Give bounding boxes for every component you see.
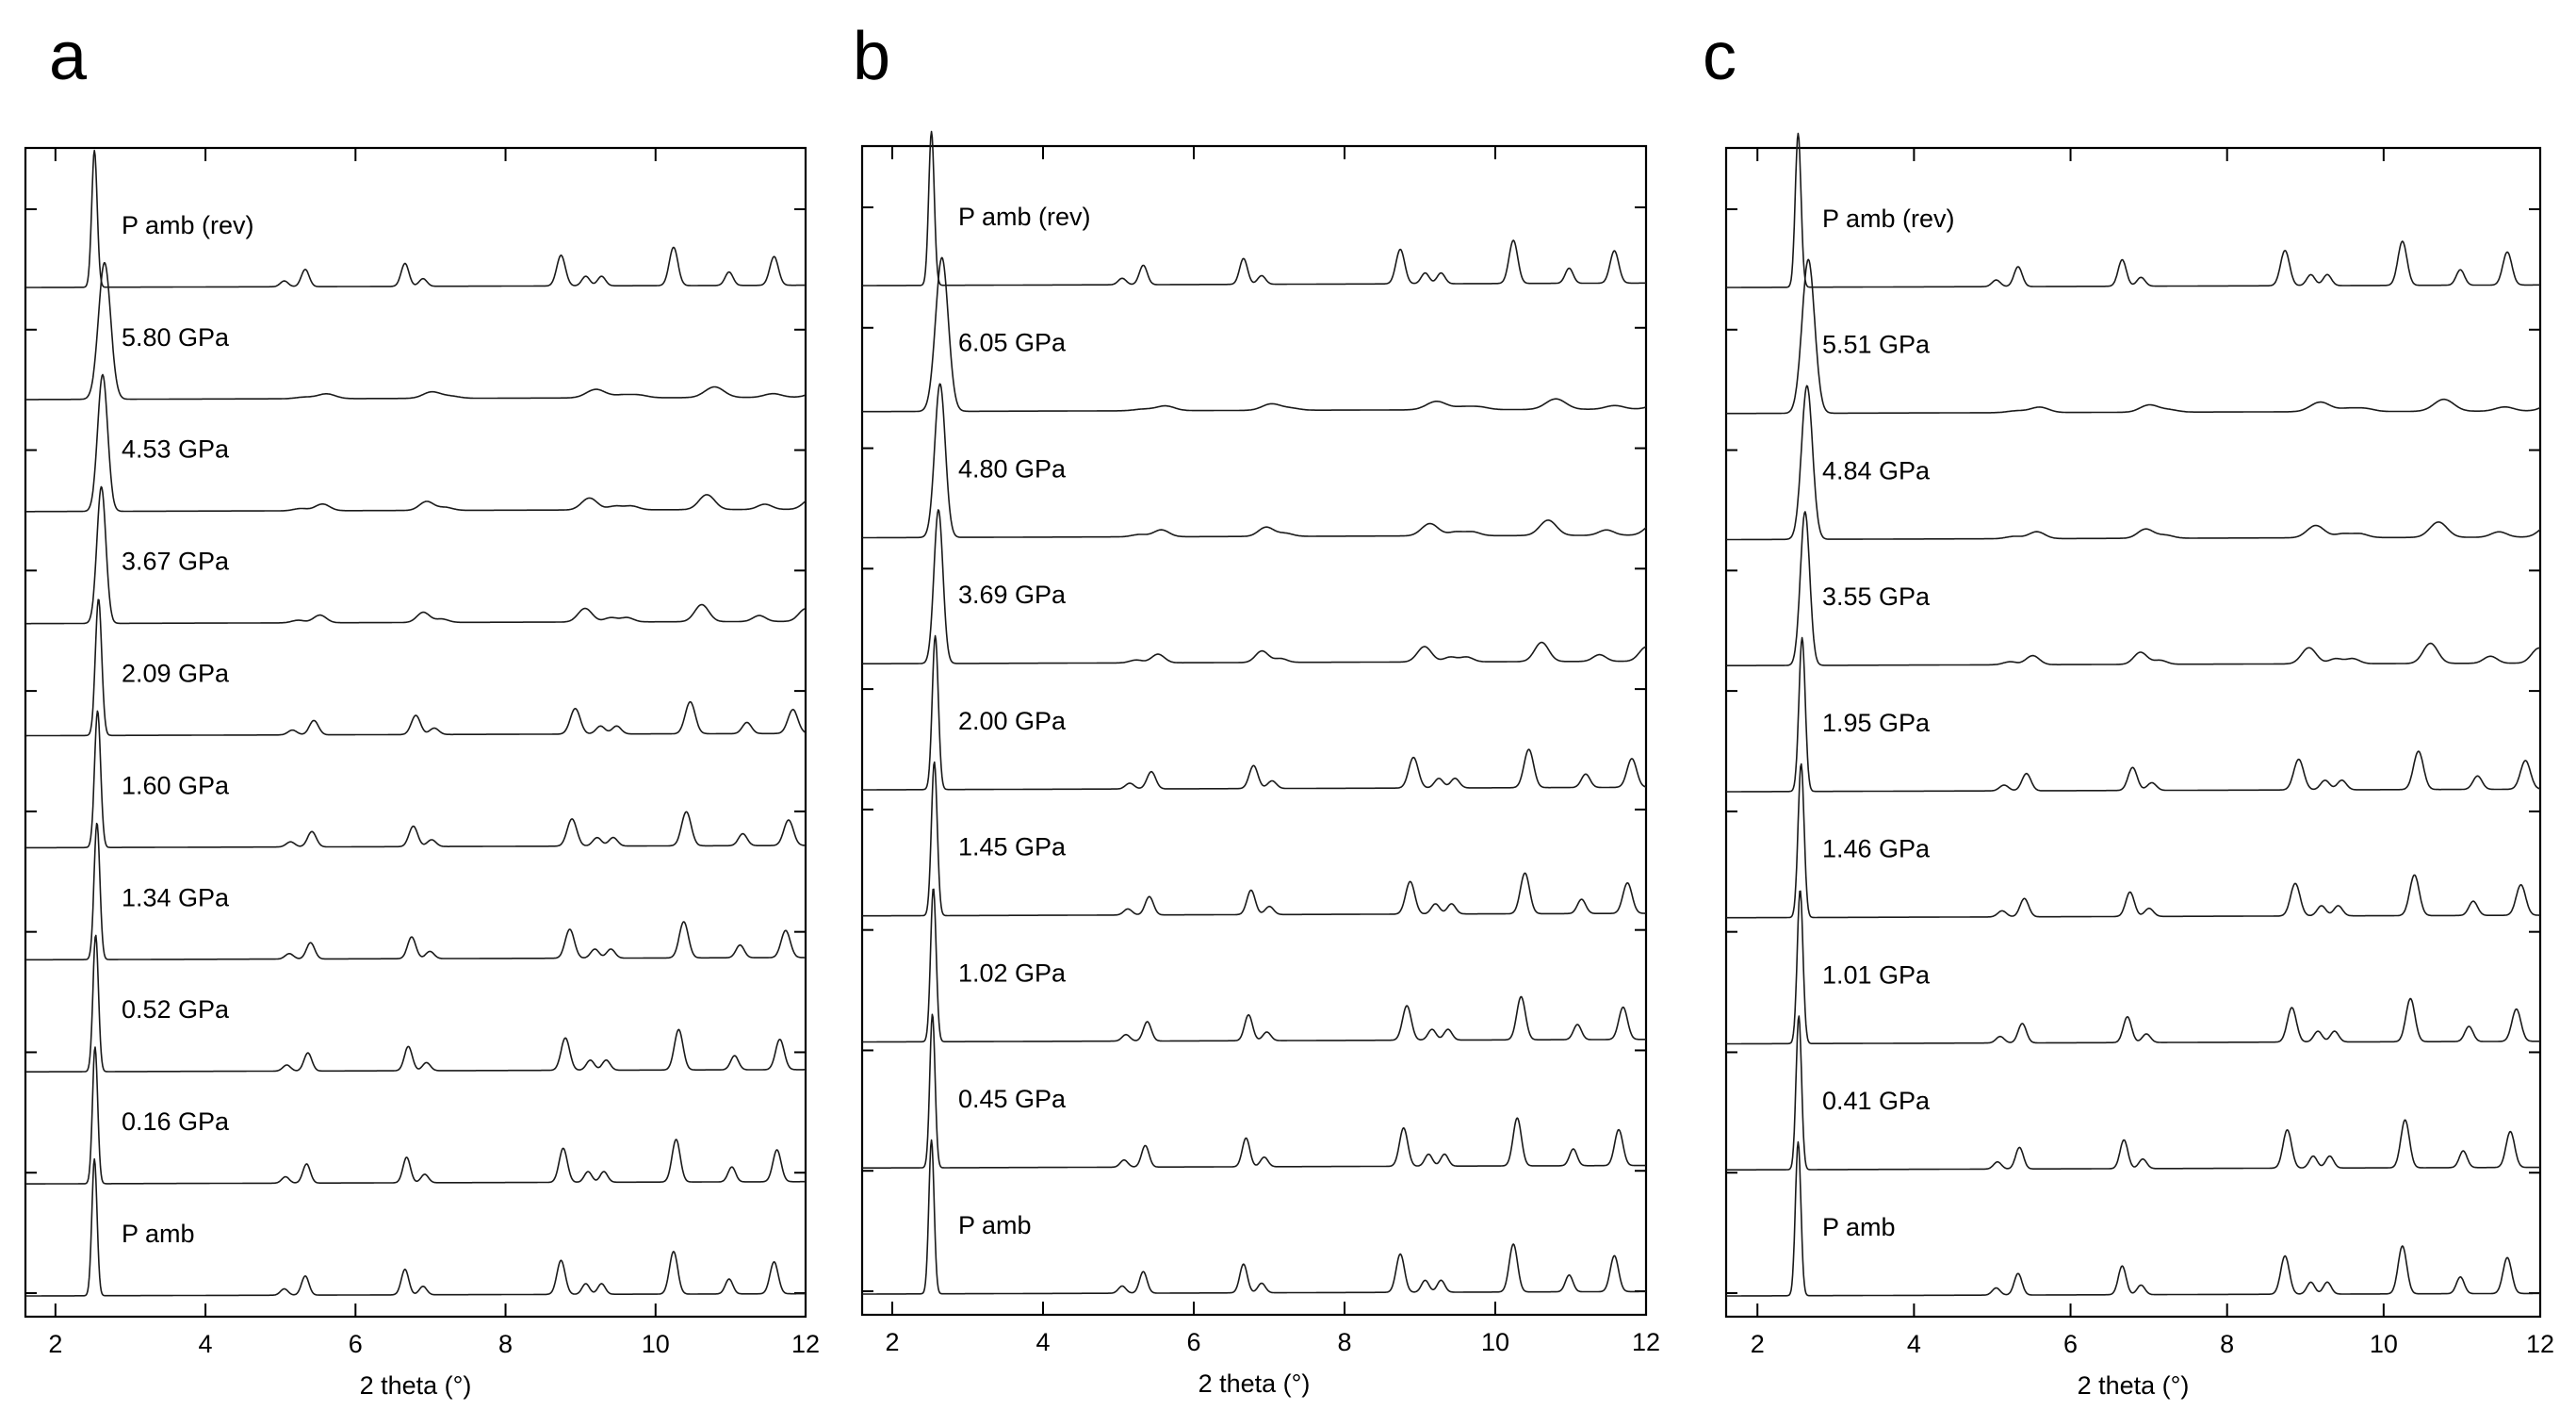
x-tick-label: 6 [1186,1328,1200,1356]
diffraction-trace [861,761,1646,917]
x-tick-label: 4 [1907,1330,1921,1358]
x-axis-title: 2 theta (°) [1198,1369,1311,1398]
x-tick-label: 4 [199,1330,213,1358]
x-tick-label: 10 [2370,1330,2398,1358]
series-label: 3.69 GPa [958,581,1067,609]
diffraction-trace [861,888,1646,1043]
series-label: P amb (rev) [122,211,254,239]
diffraction-trace [1726,132,2540,288]
panel-c: c 2 4 6 8 10 12 2 theta (°) P amb 0.41 GPa 1.01 GP… [1703,19,2554,1400]
series-label: 5.51 GPa [1822,331,1931,359]
x-tick-label: 2 [885,1328,899,1356]
diffraction-trace [861,130,1646,287]
series-label: 5.80 GPa [122,323,230,352]
series-label: 4.80 GPa [958,454,1067,483]
panel-label: a [49,19,88,94]
series-label: 3.67 GPa [122,548,230,576]
diffraction-trace [24,1046,807,1185]
series-label: 1.46 GPa [1822,835,1931,863]
diffraction-trace [861,383,1647,539]
series-label: P amb [958,1211,1032,1239]
diffraction-trace [1726,890,2540,1045]
diffraction-trace [1726,636,2541,793]
diffraction-trace [861,1139,1646,1295]
x-tick-label: 8 [498,1330,513,1358]
x-tick-label: 12 [791,1330,820,1358]
x-tick-label: 4 [1035,1328,1050,1356]
diffraction-trace [1726,385,2541,541]
x-axis-title: 2 theta (°) [2078,1371,2190,1400]
series-label: 6.05 GPa [958,329,1067,357]
series-label: P amb [1822,1213,1896,1241]
series-label: 0.45 GPa [958,1085,1067,1113]
panel-label: c [1703,19,1736,94]
series-label: 2.00 GPa [958,707,1067,735]
series-label: 0.52 GPa [122,995,230,1024]
diffraction-trace [24,710,807,849]
diffraction-trace [24,1157,807,1297]
diffraction-trace [1725,511,2541,667]
series-label: 1.01 GPa [1822,960,1931,989]
diffraction-trace [1726,1140,2540,1297]
x-tick-label: 8 [2220,1330,2234,1358]
series-label: 1.95 GPa [1822,709,1931,737]
plot-frame [860,144,1648,1317]
series-label: 0.41 GPa [1822,1087,1931,1115]
diffraction-trace [861,256,1647,413]
series-label: P amb (rev) [958,203,1091,231]
series-label: P amb (rev) [1822,205,1955,233]
x-tick-label: 8 [1337,1328,1351,1356]
panel-a: a 2 4 6 8 10 12 2 theta (°) P amb 0.16 GPa 0.52 GP… [24,19,820,1400]
x-axis-title: 2 theta (°) [360,1371,472,1400]
diffraction-trace [861,634,1647,791]
series-label: 3.55 GPa [1822,582,1931,611]
diffraction-trace [24,934,807,1073]
diffraction-trace [24,822,807,961]
diffraction-trace [24,485,807,625]
diffraction-trace [24,261,807,401]
series-label: 4.84 GPa [1822,456,1931,484]
panel-label: b [853,19,890,94]
plot-frame [1724,146,2542,1319]
diffraction-trace [861,1013,1646,1170]
x-tick-label: 12 [2526,1330,2554,1358]
x-tick-label: 12 [1632,1328,1660,1356]
x-tick-label: 10 [1481,1328,1509,1356]
panel-b: b 2 4 6 8 10 12 2 theta (°) P amb 0.45 GPa 1.02 GP… [853,19,1660,1398]
diffraction-trace [1725,1015,2540,1172]
x-tick-label: 6 [349,1330,363,1358]
x-tick-label: 2 [1751,1330,1765,1358]
diffraction-trace [1725,762,2540,919]
series-label: 1.45 GPa [958,833,1067,861]
diffraction-trace [24,149,807,288]
diffraction-trace [24,373,807,513]
diffraction-trace [861,509,1647,665]
series-label: 0.16 GPa [122,1107,230,1136]
diffraction-trace [1725,258,2541,415]
x-tick-label: 10 [642,1330,670,1358]
series-label: 2.09 GPa [122,659,230,687]
series-label: P amb [122,1220,195,1248]
x-tick-label: 2 [48,1330,62,1358]
diffraction-trace [24,598,807,737]
series-label: 1.02 GPa [958,959,1067,987]
x-tick-label: 6 [2063,1330,2078,1358]
series-label: 4.53 GPa [122,435,230,464]
series-label: 1.34 GPa [122,883,230,911]
series-label: 1.60 GPa [122,771,230,799]
